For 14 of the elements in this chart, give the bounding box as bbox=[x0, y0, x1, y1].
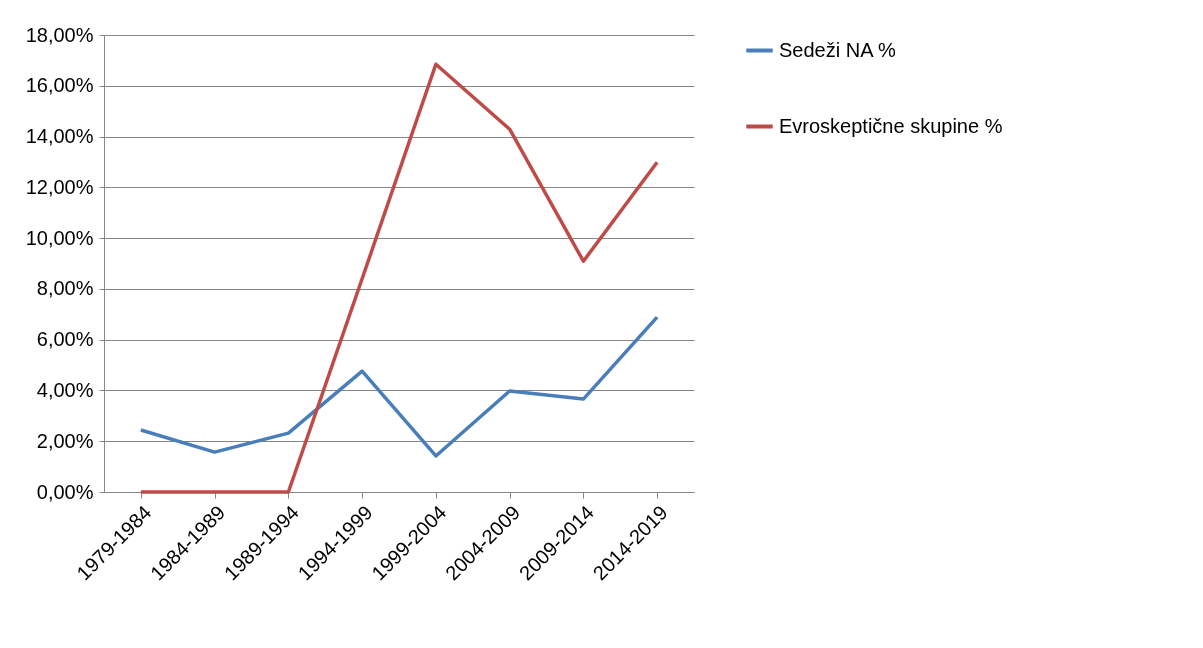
line-series bbox=[139, 62, 659, 494]
y-tick-label: 8,00% bbox=[36, 277, 94, 300]
y-tick-label: 12,00% bbox=[25, 175, 94, 198]
legend-label: Sedeži NA % bbox=[779, 38, 896, 61]
legend-label: Evroskeptične skupine % bbox=[779, 114, 1003, 137]
y-tick-label: 4,00% bbox=[36, 378, 94, 401]
y-tick-label: 6,00% bbox=[36, 328, 94, 351]
y-tick-label: 2,00% bbox=[36, 429, 94, 452]
y-tick-label: 18,00% bbox=[25, 23, 94, 46]
y-tick-label: 14,00% bbox=[25, 125, 94, 148]
y-tick-label: 0,00% bbox=[36, 480, 94, 503]
y-tick-label: 16,00% bbox=[25, 74, 94, 97]
y-tick-label: 10,00% bbox=[25, 226, 94, 249]
line-series bbox=[139, 315, 659, 458]
